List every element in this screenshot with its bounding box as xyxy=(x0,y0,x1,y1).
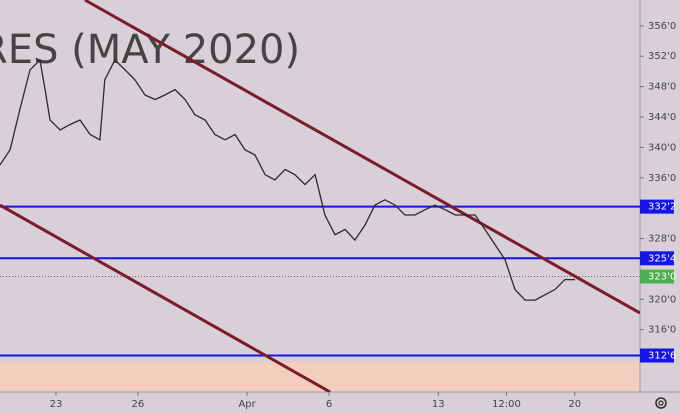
y-tick-label: 320'0 xyxy=(648,294,676,305)
watermark: RES (MAY 2020) xyxy=(0,27,300,73)
y-tick-label: 352'0 xyxy=(648,51,676,62)
level-label: 332'2 xyxy=(648,202,676,213)
x-tick-label: 6 xyxy=(326,399,332,410)
y-tick-label: 336'0 xyxy=(648,173,676,184)
gear-hub[interactable] xyxy=(658,400,664,406)
x-tick-label: 20 xyxy=(568,399,581,410)
trend-line xyxy=(84,0,640,315)
y-tick-label: 348'0 xyxy=(648,82,676,93)
x-tick-label: 26 xyxy=(132,399,145,410)
y-tick-label: 356'0 xyxy=(648,21,676,32)
price-line xyxy=(0,58,575,301)
settings-icon[interactable] xyxy=(655,397,667,409)
level-label-box xyxy=(640,251,674,266)
y-tick-label: 316'0 xyxy=(648,325,676,336)
level-label: 312'6 xyxy=(648,351,676,362)
trend-line xyxy=(0,203,331,392)
x-tick-label: 12:00 xyxy=(492,399,521,410)
x-tick-label: 23 xyxy=(50,399,63,410)
x-tick-label: 13 xyxy=(432,399,445,410)
y-tick-label: 340'0 xyxy=(648,142,676,153)
gear[interactable] xyxy=(655,397,667,409)
last-price-label: 323'0 xyxy=(648,272,676,283)
last-price-box xyxy=(640,269,674,284)
level-label: 325'4 xyxy=(648,253,676,264)
level-label-box xyxy=(640,348,674,363)
x-tick-label: Apr xyxy=(238,399,256,410)
y-tick-label: 344'0 xyxy=(648,112,676,123)
y-tick-label: 328'0 xyxy=(648,234,676,245)
plot-area xyxy=(0,0,640,392)
level-label-box xyxy=(640,199,674,214)
